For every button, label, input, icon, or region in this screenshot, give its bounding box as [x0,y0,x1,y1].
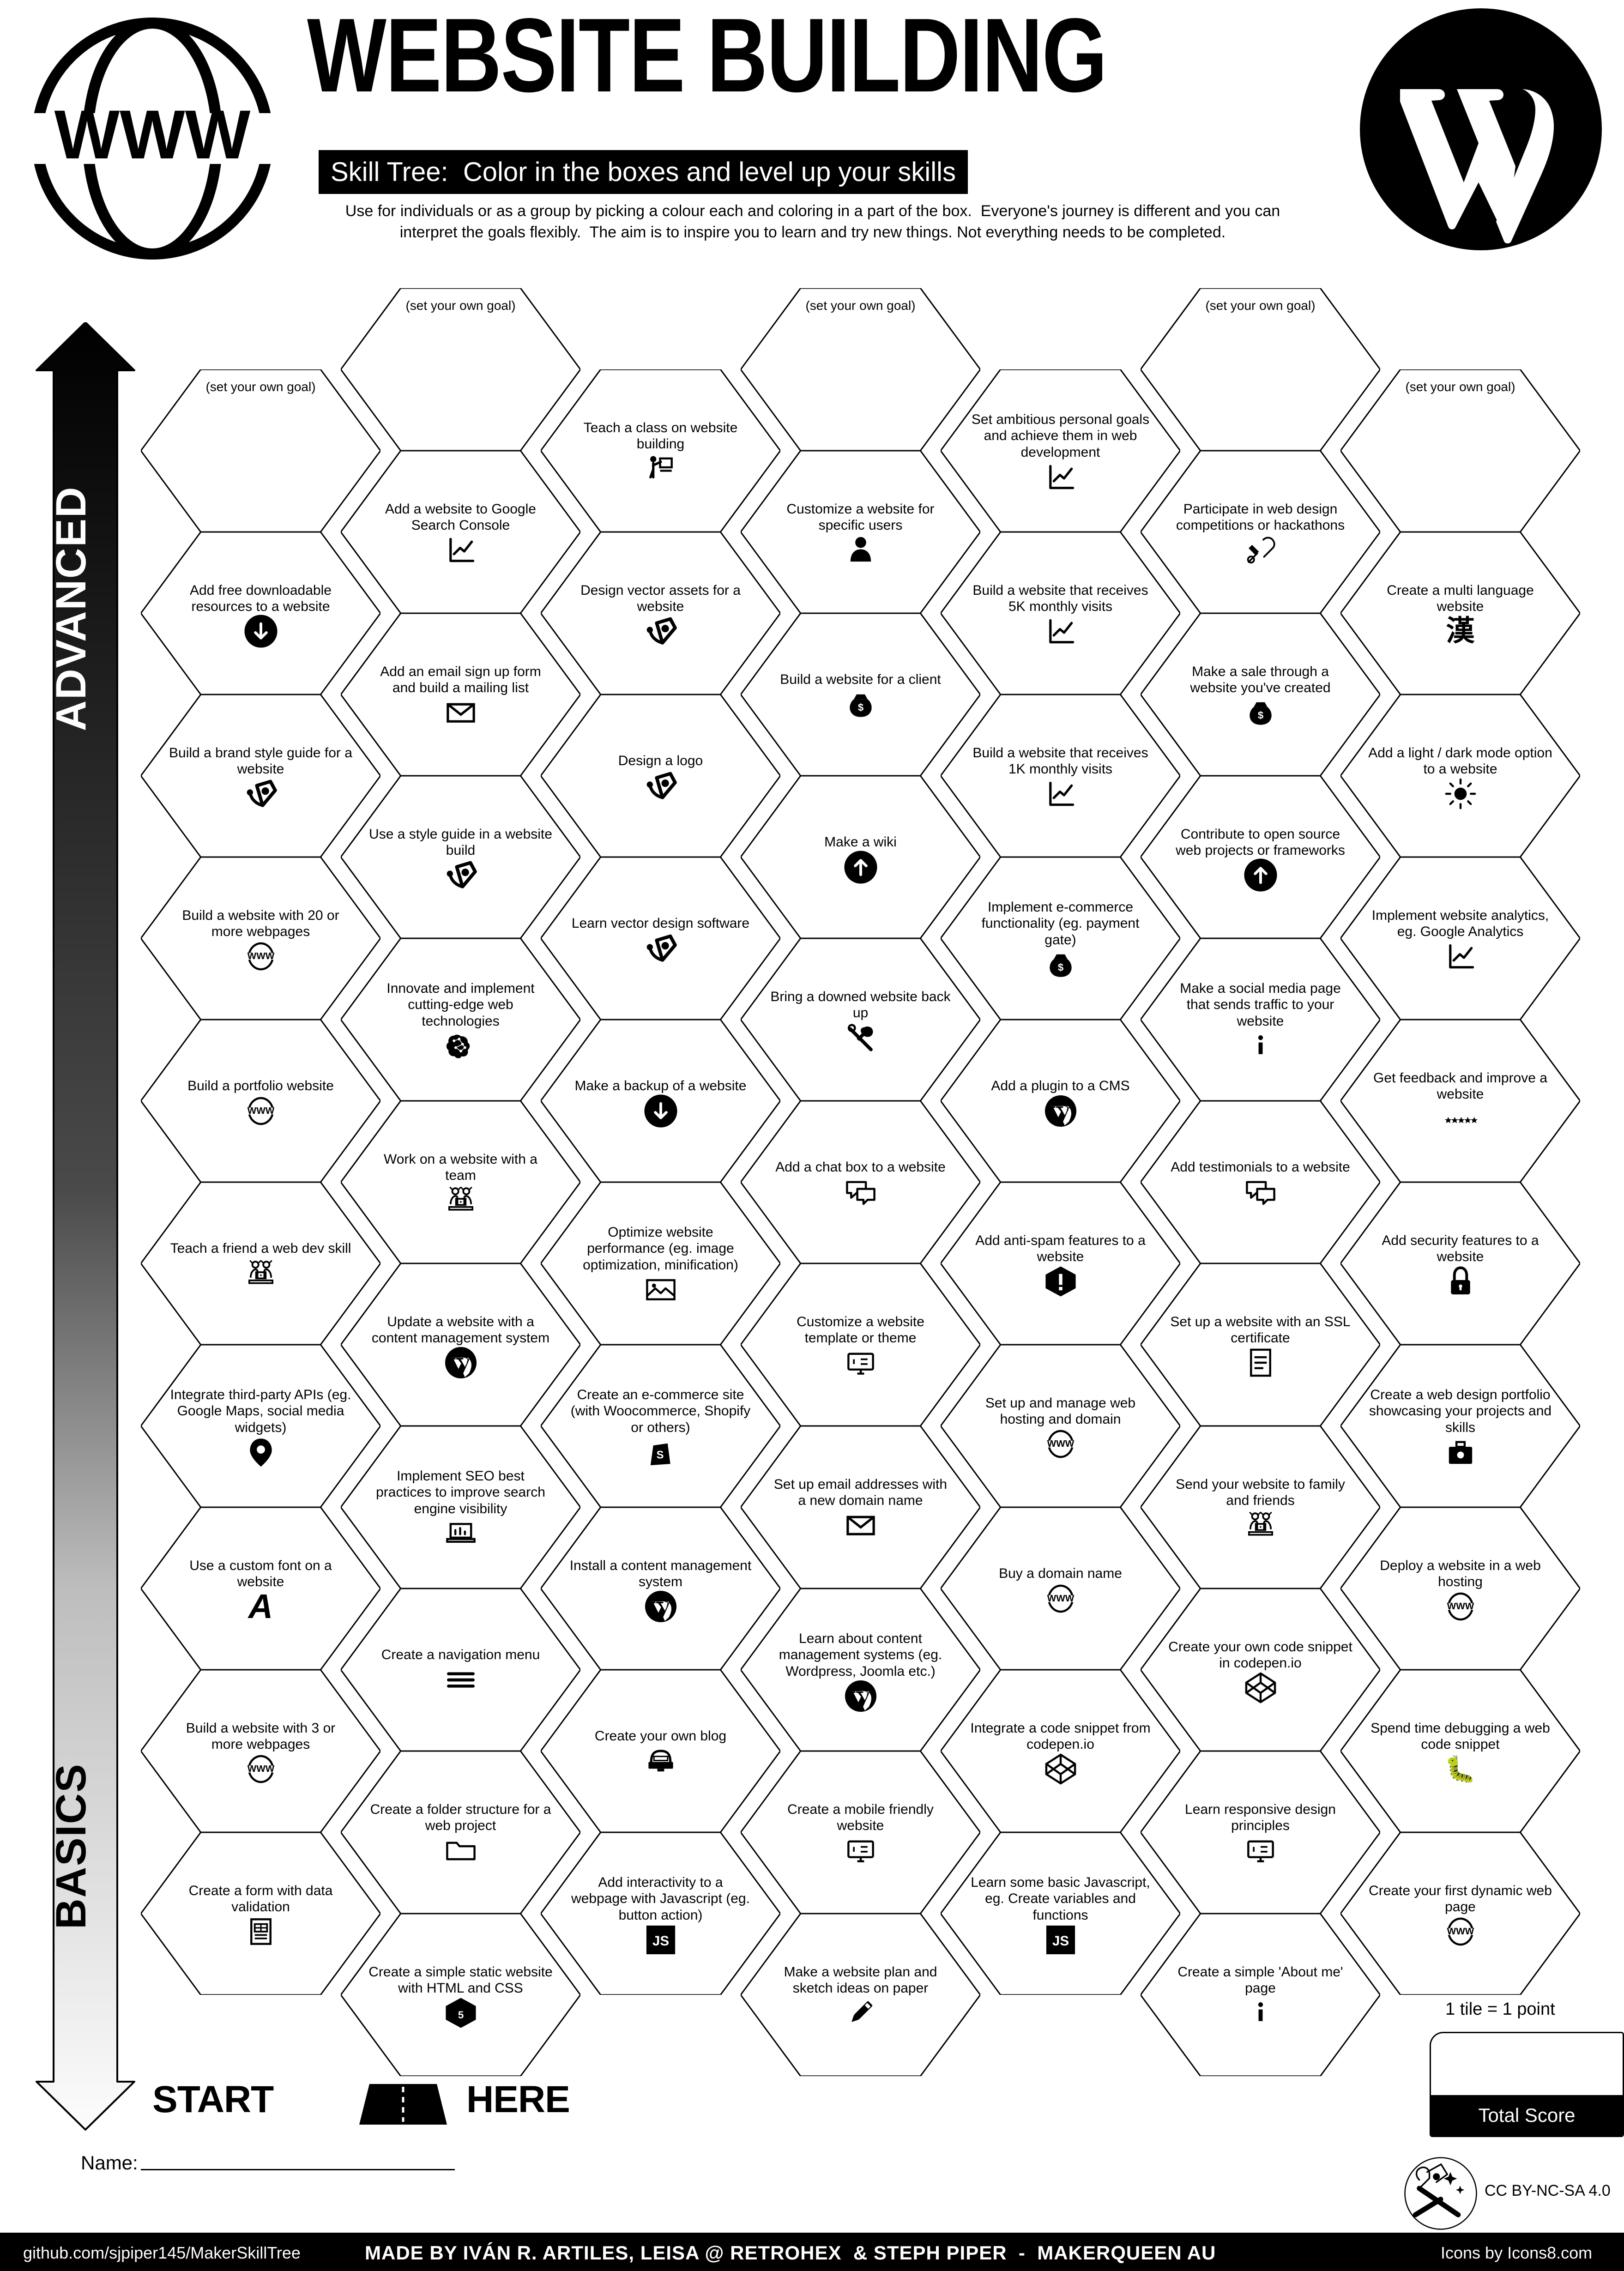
svg-text:WWW: WWW [1047,1593,1074,1604]
svg-text:$: $ [1257,710,1263,721]
svg-text:WWW: WWW [1447,1926,1474,1937]
svg-text:WWW: WWW [247,1105,274,1116]
svg-text:$: $ [857,701,863,713]
svg-text:WWW: WWW [247,1764,274,1774]
svg-text:WWW: WWW [1047,1438,1074,1449]
svg-text:5: 5 [458,2009,463,2021]
svg-text:WWW: WWW [1447,1601,1474,1612]
svg-text:JS: JS [652,1933,669,1949]
svg-text:$: $ [1057,961,1063,973]
svg-text:JS: JS [1052,1933,1069,1949]
svg-text:WWW: WWW [247,951,274,961]
svg-text:S: S [656,1449,664,1461]
